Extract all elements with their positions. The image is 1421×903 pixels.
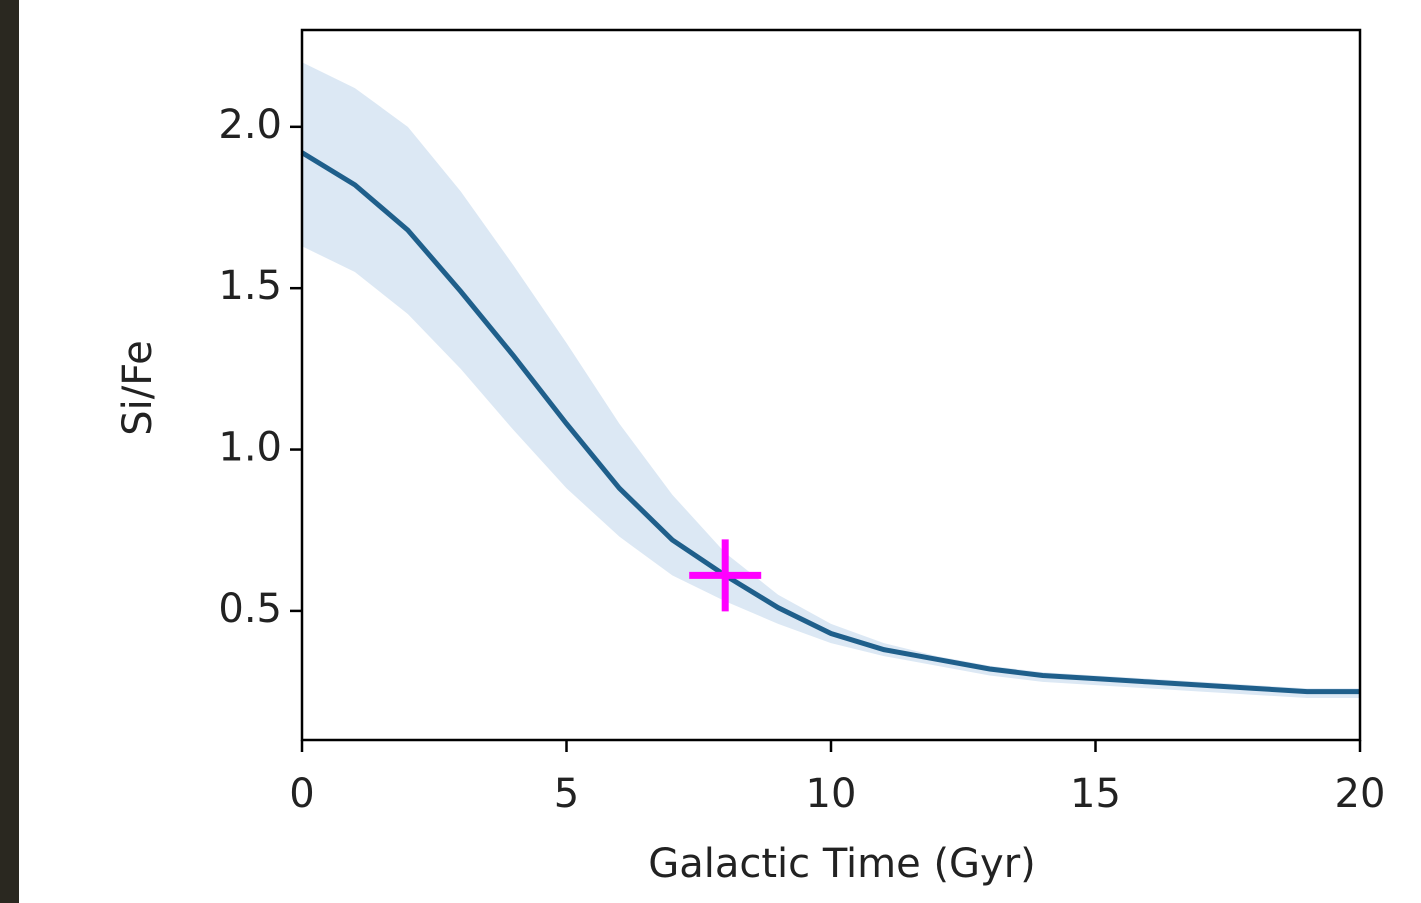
background-strip	[0, 0, 19, 903]
y-tick-label: 1.5	[218, 263, 282, 309]
x-tick-label: 5	[554, 771, 579, 817]
y-axis-label: Si/Fe	[115, 340, 161, 435]
x-tick-label: 10	[806, 771, 857, 817]
marker	[689, 539, 762, 612]
uncertainty-band	[302, 62, 1360, 699]
y-tick-label: 2.0	[218, 102, 282, 148]
x-axis-label: Galactic Time (Gyr)	[648, 841, 1036, 887]
line	[300, 150, 1360, 695]
x-tick-label: 0	[289, 771, 314, 817]
x-tick-label: 15	[1070, 771, 1121, 817]
y-tick-label: 0.5	[218, 586, 282, 632]
y-tick-label: 1.0	[218, 425, 282, 471]
x-tick-label: 20	[1335, 771, 1386, 817]
